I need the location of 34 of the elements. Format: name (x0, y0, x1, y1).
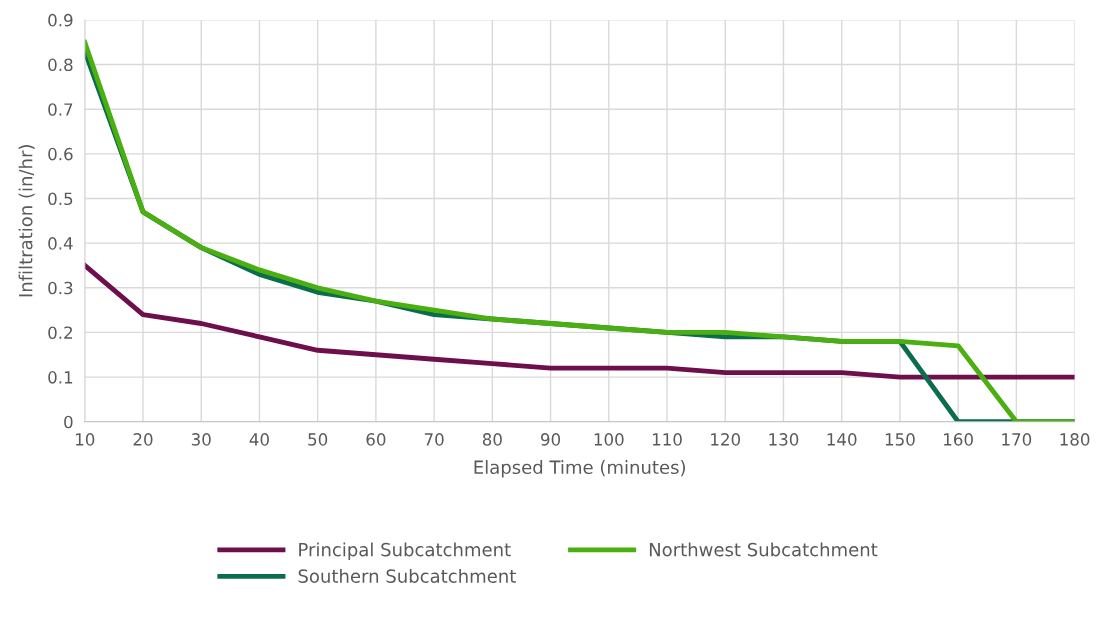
legend-label: Northwest Subcatchment (649, 542, 878, 557)
y-tick-label: 0.1 (48, 371, 73, 384)
x-tick-label: 60 (366, 433, 386, 446)
y-tick-label: 0.8 (48, 58, 73, 72)
y-tick-label: 0.7 (48, 103, 73, 116)
y-tick-label: 0 (64, 415, 73, 429)
x-tick-label: 20 (133, 433, 153, 446)
x-tick-label: 100 (594, 433, 624, 446)
y-tick-label: 0.3 (48, 281, 73, 295)
y-tick-label: 0.6 (48, 147, 73, 161)
y-tick-label: 0.5 (48, 192, 73, 206)
x-tick-label: 140 (827, 433, 857, 446)
x-tick-label: 150 (885, 433, 915, 446)
x-tick-label: 90 (541, 433, 561, 446)
x-tick-label: 180 (1060, 433, 1090, 446)
legend-label: Southern Subcatchment (298, 568, 516, 583)
y-tick-label: 0.4 (48, 237, 73, 250)
y-tick-label: 0.2 (48, 326, 72, 339)
x-tick-label: 30 (191, 433, 211, 446)
line-series (84, 263, 1075, 380)
x-tick-label: 40 (249, 433, 269, 446)
legend-label: Principal Subcatchment (299, 542, 511, 560)
y-axis-title: Infiltration (in/hr) (18, 145, 35, 297)
x-tick-label: 50 (308, 433, 328, 446)
x-axis-title: Elapsed Time (minutes) (474, 460, 685, 478)
x-tick-label: 70 (424, 433, 444, 446)
x-tick-label: 120 (711, 433, 741, 446)
x-tick-label: 10 (76, 433, 95, 446)
y-tick-label: 0.9 (48, 13, 73, 27)
x-tick-label: 130 (769, 433, 799, 446)
x-tick-label: 170 (1002, 433, 1032, 446)
x-tick-label: 80 (482, 433, 502, 446)
x-tick-label: 110 (652, 433, 682, 446)
x-tick-label: 160 (944, 433, 973, 446)
